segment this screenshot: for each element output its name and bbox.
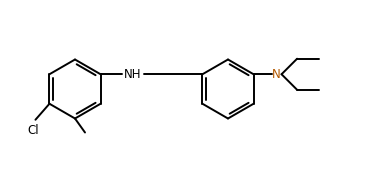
Text: NH: NH [124,68,141,81]
Text: Cl: Cl [28,124,39,137]
Text: N: N [272,68,281,81]
